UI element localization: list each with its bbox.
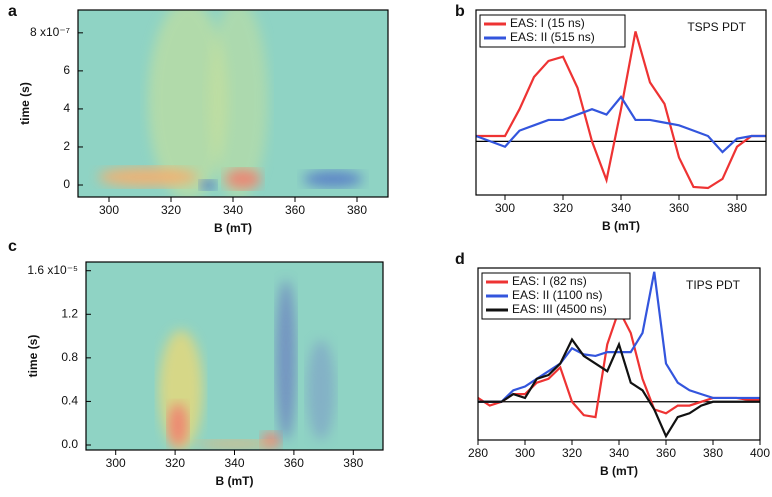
x-tick-label: 300 [99,203,119,217]
y-tick-label: 4 [63,101,70,115]
y-tick-label: 0 [63,177,70,191]
x-tick-label: 280 [468,446,488,460]
y-tick-label: 1.6 x10⁻⁵ [27,263,78,277]
y-tick-label: 0.0 [61,437,78,451]
legend-label: EAS: II (1100 ns) [512,288,603,302]
heatmap-field [86,262,383,450]
y-axis-title: time (s) [18,82,32,125]
x-axis-title: B (mT) [216,474,254,488]
legend-label: EAS: III (4500 ns) [512,302,607,316]
heatmap-blob [148,10,228,197]
legend-label: EAS: I (82 ns) [512,274,587,288]
x-tick-label: 300 [515,446,535,460]
y-tick-label: 8 x10⁻⁷ [30,25,70,39]
y-tick-label: 0.8 [61,350,78,364]
x-tick-label: 360 [284,456,304,470]
series-line [478,337,760,439]
series-line [475,94,766,154]
x-tick-label: 320 [165,456,185,470]
x-tick-label: 400 [750,446,770,460]
y-tick-label: 0.4 [61,394,78,408]
panel-label: a [8,3,17,20]
panel-label: c [8,238,17,255]
annotation: TIPS PDT [686,278,741,292]
x-tick-label: 340 [609,446,629,460]
legend-box [479,14,626,48]
heatmap-blob [196,440,276,448]
panel-label: d [455,251,465,268]
series-line [478,271,760,403]
x-tick-label: 340 [224,456,244,470]
series-line [476,31,766,190]
legend-label: EAS: I (15 ns) [510,16,585,30]
y-tick-label: 2 [63,139,70,153]
x-tick-label: 380 [347,203,367,217]
legend-label: EAS: II (515 ns) [510,30,595,44]
x-tick-label: 380 [343,456,363,470]
heatmap-blob [98,167,198,187]
x-tick-label: 320 [161,203,181,217]
x-tick-label: 320 [553,201,573,215]
x-axis-title: B (mT) [600,464,638,478]
y-tick-label: 6 [63,63,70,77]
annotation: TSPS PDT [687,20,746,34]
x-tick-label: 340 [223,203,243,217]
x-tick-label: 320 [562,446,582,460]
heatmap-blob [208,10,268,197]
heatmap-field [78,10,388,197]
heatmap-blob [168,403,188,447]
heatmap-blob [225,169,261,189]
x-axis-title: B (mT) [602,219,640,233]
y-axis-title: time (s) [26,335,40,378]
panel-label: b [455,3,465,20]
x-tick-label: 360 [285,203,305,217]
x-tick-label: 380 [703,446,723,460]
x-tick-label: 360 [656,446,676,460]
x-tick-label: 380 [727,201,747,215]
x-tick-label: 300 [106,456,126,470]
heatmap-blob [307,340,335,440]
heatmap-blob [303,171,363,187]
heatmap-blob [276,280,296,440]
heatmap-blob [200,180,216,190]
x-tick-label: 340 [611,201,631,215]
x-tick-label: 360 [669,201,689,215]
y-tick-label: 1.2 [61,306,78,320]
heatmap-bg [86,262,383,450]
x-tick-label: 300 [495,201,515,215]
x-axis-title: B (mT) [214,221,252,235]
